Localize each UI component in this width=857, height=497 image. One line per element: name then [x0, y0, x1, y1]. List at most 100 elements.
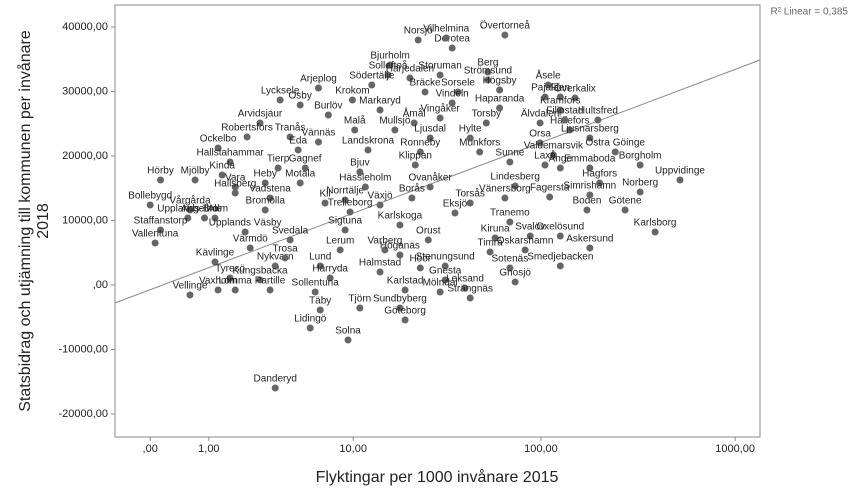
point-label: Timrå — [477, 237, 503, 249]
point — [410, 119, 418, 127]
point — [556, 164, 564, 172]
point-label: Sorsele — [441, 78, 475, 89]
point — [391, 126, 399, 134]
point-label: Älvdalen — [521, 108, 559, 120]
point — [356, 304, 364, 312]
point — [566, 126, 574, 134]
point-label: Åsele — [536, 69, 561, 82]
point — [621, 206, 629, 214]
point — [324, 111, 332, 119]
point-label: Hässleholm — [339, 173, 391, 184]
point — [376, 106, 384, 114]
point — [476, 148, 484, 156]
point-label: Täby — [309, 296, 331, 307]
point — [501, 31, 509, 39]
point — [361, 183, 369, 191]
point — [184, 214, 192, 222]
point — [561, 116, 569, 124]
point — [231, 286, 239, 294]
point-label: Arjeplog — [300, 74, 337, 85]
point-label: Växjö — [368, 191, 393, 202]
point-label: Torsås — [455, 188, 484, 200]
point — [506, 218, 514, 226]
y-tick-label: -20000,00 — [58, 408, 108, 420]
point — [356, 168, 364, 176]
point-label: Ronneby — [400, 138, 440, 149]
point — [448, 99, 456, 107]
point-label: Torsby — [472, 109, 501, 120]
point-label: Bollebygd — [128, 191, 172, 202]
point-label: Orsa — [529, 129, 551, 140]
point-label: Överkalix — [554, 83, 596, 95]
point — [314, 138, 322, 146]
point-label: Bromölla — [245, 196, 285, 207]
point-label: Karlstad — [387, 276, 424, 287]
point-label: Tierp — [267, 154, 290, 165]
point — [231, 183, 239, 191]
point — [346, 208, 354, 216]
point-label: Vallentuna — [132, 229, 179, 240]
point — [261, 179, 269, 187]
point — [414, 36, 422, 44]
point-label: Tjörn — [348, 294, 371, 305]
point — [157, 226, 165, 234]
point — [594, 116, 602, 124]
y-tick-label: -10000,00 — [58, 343, 108, 355]
point-label: Karlskoga — [378, 211, 423, 222]
point — [214, 286, 222, 294]
point — [191, 176, 199, 184]
point — [416, 264, 424, 272]
point-label: Vänersborg — [479, 184, 531, 195]
point — [296, 179, 304, 187]
point-label: Ale — [208, 204, 223, 215]
point — [426, 183, 434, 191]
point — [491, 234, 499, 242]
point-label: Laxå — [534, 150, 556, 162]
point-label: Ängelholm — [181, 203, 228, 215]
point — [256, 276, 264, 284]
point — [484, 76, 492, 84]
point-label: Svalöv — [515, 222, 545, 233]
point — [482, 119, 490, 127]
point-label: Sollentuna — [292, 278, 340, 289]
point-label: Klippan — [399, 151, 432, 162]
point-label: Simrishamn — [563, 181, 616, 192]
point-label: Markaryd — [359, 96, 401, 107]
point-label: Nykvarn — [257, 252, 294, 263]
fit-line — [114, 59, 761, 304]
point — [286, 236, 294, 244]
point-label: Kinda — [209, 161, 235, 172]
point-label: Borås — [399, 183, 425, 195]
point — [146, 201, 154, 209]
point-label: Norsjö — [404, 26, 433, 37]
point-label: Sundbyberg — [373, 294, 427, 305]
point-label: Ockelbo — [200, 134, 237, 145]
point — [501, 194, 509, 202]
point-label: Borgholm — [619, 151, 662, 162]
point — [401, 316, 409, 324]
point — [348, 96, 356, 104]
point — [496, 104, 504, 112]
point — [321, 199, 329, 207]
point-label: Kävlinge — [196, 248, 235, 259]
point-label: Lund — [309, 252, 331, 263]
point-label: Lerum — [326, 236, 354, 247]
point-label: Tyresö — [215, 264, 245, 275]
point — [276, 96, 284, 104]
point — [586, 134, 594, 142]
point-label: Trelleborg — [328, 198, 373, 209]
point — [441, 262, 449, 270]
point — [351, 126, 359, 134]
point-label: Eda — [289, 136, 307, 147]
point — [316, 306, 324, 314]
point-label: Högsby — [483, 76, 517, 87]
point — [364, 146, 372, 154]
point-label: Göteborg — [384, 306, 426, 317]
point-label: Ånge — [549, 152, 573, 165]
point — [211, 258, 219, 266]
point — [536, 119, 544, 127]
point — [306, 324, 314, 332]
point-label: Osby — [288, 91, 311, 102]
point-label: Vindeln — [436, 89, 469, 100]
